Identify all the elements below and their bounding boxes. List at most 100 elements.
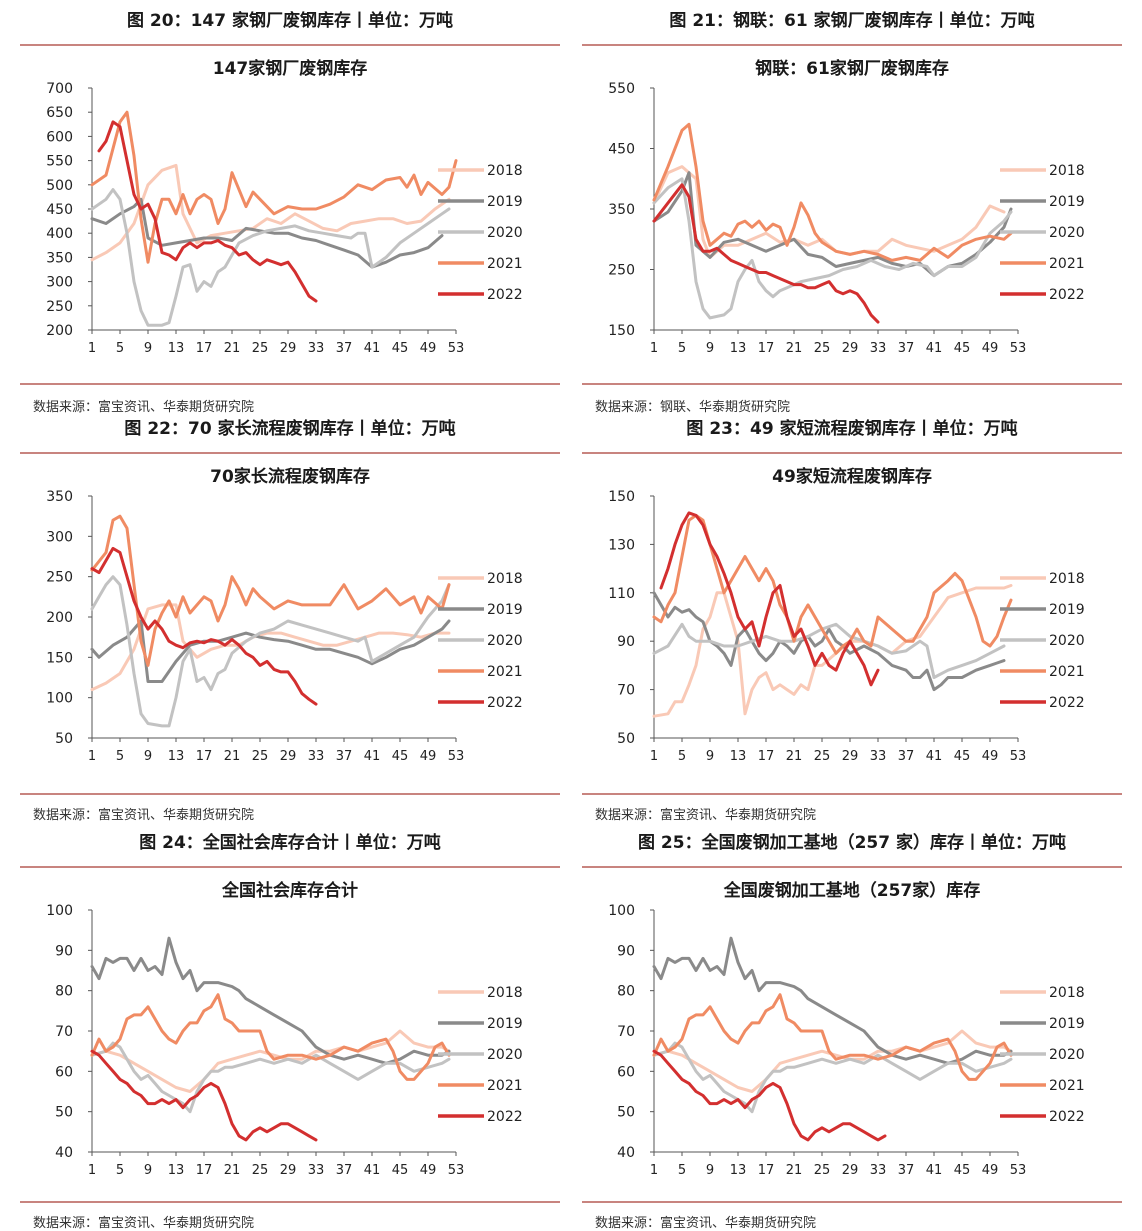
figure-caption: 图 20：147 家钢厂废钢库存丨单位：万吨 bbox=[127, 11, 453, 31]
y-tick-label: 150 bbox=[46, 650, 73, 666]
series-line-2020 bbox=[90, 1041, 451, 1114]
x-tick-label: 45 bbox=[954, 341, 971, 356]
chart: 49家短流程废钢库存 50 70 90 110 130 150 1 5 9 13 17 21 25 29 33… bbox=[608, 466, 1085, 764]
y-tick-label: 400 bbox=[46, 226, 73, 242]
legend-label-2020: 2020 bbox=[487, 1047, 523, 1063]
legend-label-2022: 2022 bbox=[487, 695, 523, 711]
y-tick-label: 250 bbox=[608, 263, 635, 279]
y-tick-label: 90 bbox=[617, 634, 635, 650]
series-line-2021 bbox=[90, 993, 451, 1081]
x-tick-label: 37 bbox=[336, 749, 353, 764]
y-tick-label: 50 bbox=[55, 1105, 73, 1121]
legend-label-2018: 2018 bbox=[1049, 985, 1085, 1001]
series-line-2022 bbox=[659, 511, 880, 687]
y-tick-label: 130 bbox=[608, 537, 635, 553]
series-line-2018 bbox=[90, 163, 451, 262]
x-tick-label: 5 bbox=[116, 341, 124, 356]
x-tick-label: 41 bbox=[926, 1163, 943, 1178]
series-line-2022 bbox=[97, 120, 318, 303]
figure-caption: 图 23：49 家短流程废钢库存丨单位：万吨 bbox=[686, 419, 1018, 439]
y-tick-label: 90 bbox=[55, 943, 73, 959]
series-line-2022 bbox=[90, 1049, 318, 1142]
y-tick-label: 80 bbox=[55, 984, 73, 1000]
chart-title: 全国社会库存合计 bbox=[221, 880, 358, 901]
figure-caption: 图 22：70 家长流程废钢库存丨单位：万吨 bbox=[124, 419, 456, 439]
source-note: 数据来源：富宝资讯、华泰期货研究院 bbox=[33, 400, 255, 415]
y-tick-label: 100 bbox=[46, 903, 73, 919]
x-tick-label: 17 bbox=[758, 1163, 775, 1178]
x-tick-label: 41 bbox=[364, 341, 381, 356]
legend-label-2021: 2021 bbox=[487, 664, 523, 680]
legend-label-2022: 2022 bbox=[1049, 1109, 1085, 1125]
y-tick-label: 500 bbox=[46, 178, 73, 194]
x-tick-label: 21 bbox=[224, 749, 241, 764]
series-line-2021 bbox=[652, 993, 1013, 1081]
source-rule bbox=[582, 1201, 1122, 1203]
legend-label-2021: 2021 bbox=[487, 1078, 523, 1094]
x-tick-label: 49 bbox=[982, 749, 999, 764]
x-tick-label: 13 bbox=[730, 1163, 747, 1178]
x-tick-label: 45 bbox=[954, 1163, 971, 1178]
x-tick-label: 45 bbox=[392, 749, 409, 764]
figure-panel-25: 图 25：全国废钢加工基地（257 家）库存丨单位：万吨 全国废钢加工基地（25… bbox=[582, 822, 1122, 1231]
x-tick-label: 9 bbox=[706, 749, 714, 764]
y-tick-label: 50 bbox=[617, 1105, 635, 1121]
x-tick-label: 45 bbox=[392, 1163, 409, 1178]
series-line-2021 bbox=[90, 110, 458, 264]
y-tick-label: 350 bbox=[46, 489, 73, 505]
source-rule bbox=[20, 1201, 560, 1203]
x-tick-label: 17 bbox=[196, 341, 213, 356]
series-line-2019 bbox=[652, 171, 1013, 278]
series-line-2019 bbox=[90, 197, 444, 269]
legend-label-2018: 2018 bbox=[487, 571, 523, 587]
legend-label-2019: 2019 bbox=[1049, 1016, 1085, 1032]
legend-label-2020: 2020 bbox=[1049, 633, 1085, 649]
legend-label-2019: 2019 bbox=[1049, 602, 1085, 618]
y-tick-label: 350 bbox=[46, 250, 73, 266]
x-tick-label: 53 bbox=[448, 1163, 465, 1178]
source-rule bbox=[582, 793, 1122, 795]
figure-caption: 图 25：全国废钢加工基地（257 家）库存丨单位：万吨 bbox=[638, 833, 1066, 853]
chart: 147家钢厂废钢库存 200 250 300 350 400 450 500 550 600 650… bbox=[46, 58, 522, 356]
x-tick-label: 13 bbox=[730, 749, 747, 764]
y-tick-label: 40 bbox=[617, 1145, 635, 1161]
series-line-2020 bbox=[90, 575, 451, 728]
x-tick-label: 41 bbox=[926, 341, 943, 356]
x-tick-label: 13 bbox=[168, 749, 185, 764]
series-line-2018 bbox=[90, 1029, 451, 1093]
series-line-2021 bbox=[90, 514, 451, 667]
x-tick-label: 53 bbox=[1010, 749, 1027, 764]
x-tick-label: 41 bbox=[364, 749, 381, 764]
y-tick-label: 550 bbox=[46, 154, 73, 170]
chart-title: 70家长流程废钢库存 bbox=[210, 466, 370, 487]
source-rule bbox=[582, 383, 1122, 385]
x-tick-label: 17 bbox=[758, 341, 775, 356]
x-tick-label: 1 bbox=[88, 1163, 96, 1178]
series-line-2020 bbox=[652, 1041, 1013, 1114]
chart: 全国废钢加工基地（257家）库存 40 50 60 70 80 90 100 1 5 9 13 17 21… bbox=[608, 880, 1085, 1178]
x-tick-label: 25 bbox=[252, 1163, 269, 1178]
y-tick-label: 70 bbox=[617, 683, 635, 699]
x-tick-label: 49 bbox=[420, 1163, 437, 1178]
series-line-2018 bbox=[652, 1029, 1013, 1093]
series-line-2018 bbox=[652, 584, 1013, 718]
y-tick-label: 300 bbox=[46, 529, 73, 545]
x-tick-label: 1 bbox=[650, 749, 658, 764]
y-tick-label: 110 bbox=[608, 586, 635, 602]
x-tick-label: 29 bbox=[842, 341, 859, 356]
y-tick-label: 250 bbox=[46, 570, 73, 586]
caption-rule bbox=[20, 44, 560, 46]
legend-label-2018: 2018 bbox=[1049, 571, 1085, 587]
legend-label-2019: 2019 bbox=[487, 602, 523, 618]
figure-panel-22: 图 22：70 家长流程废钢库存丨单位：万吨 70家长流程废钢库存 50 100 15… bbox=[20, 408, 560, 823]
x-tick-label: 5 bbox=[116, 749, 124, 764]
legend-label-2020: 2020 bbox=[1049, 225, 1085, 241]
x-tick-label: 17 bbox=[196, 1163, 213, 1178]
x-tick-label: 21 bbox=[224, 1163, 241, 1178]
caption-rule bbox=[20, 866, 560, 868]
x-tick-label: 29 bbox=[280, 341, 297, 356]
y-tick-label: 200 bbox=[46, 323, 73, 339]
series-line-2022 bbox=[90, 546, 318, 706]
x-tick-label: 45 bbox=[954, 749, 971, 764]
y-tick-label: 60 bbox=[55, 1064, 73, 1080]
